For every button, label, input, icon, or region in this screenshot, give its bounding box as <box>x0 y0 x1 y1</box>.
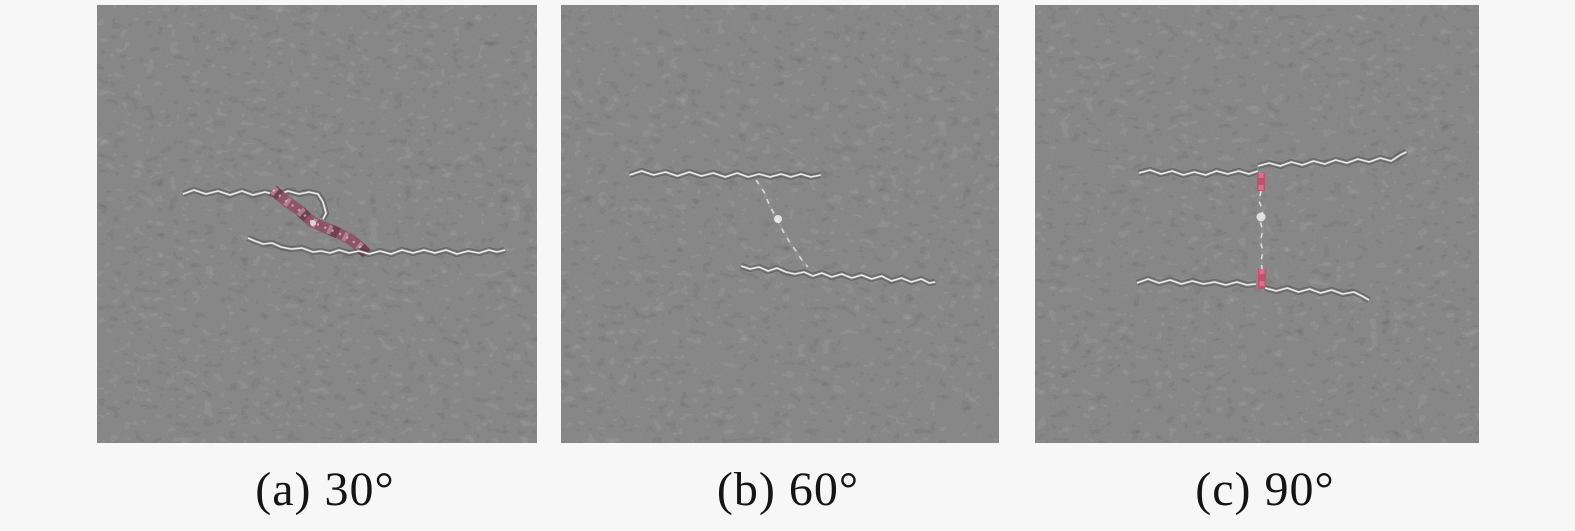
panel-c: (c) 90° <box>1035 5 1479 517</box>
panel-c-image <box>1035 5 1479 443</box>
panel-b-caption: (b) 60° <box>716 463 860 516</box>
panel-c-art <box>1035 5 1479 443</box>
panel-b-art <box>561 5 999 443</box>
panel-b: (b) 60° <box>561 5 999 517</box>
panel-c-caption: (c) 90° <box>1195 463 1335 516</box>
panel-b-image <box>561 5 999 443</box>
panel-a: (a) 30° <box>97 5 537 517</box>
panel-a-art <box>97 5 537 443</box>
panel-a-caption: (a) 30° <box>255 463 395 516</box>
panel-a-image <box>97 5 537 443</box>
